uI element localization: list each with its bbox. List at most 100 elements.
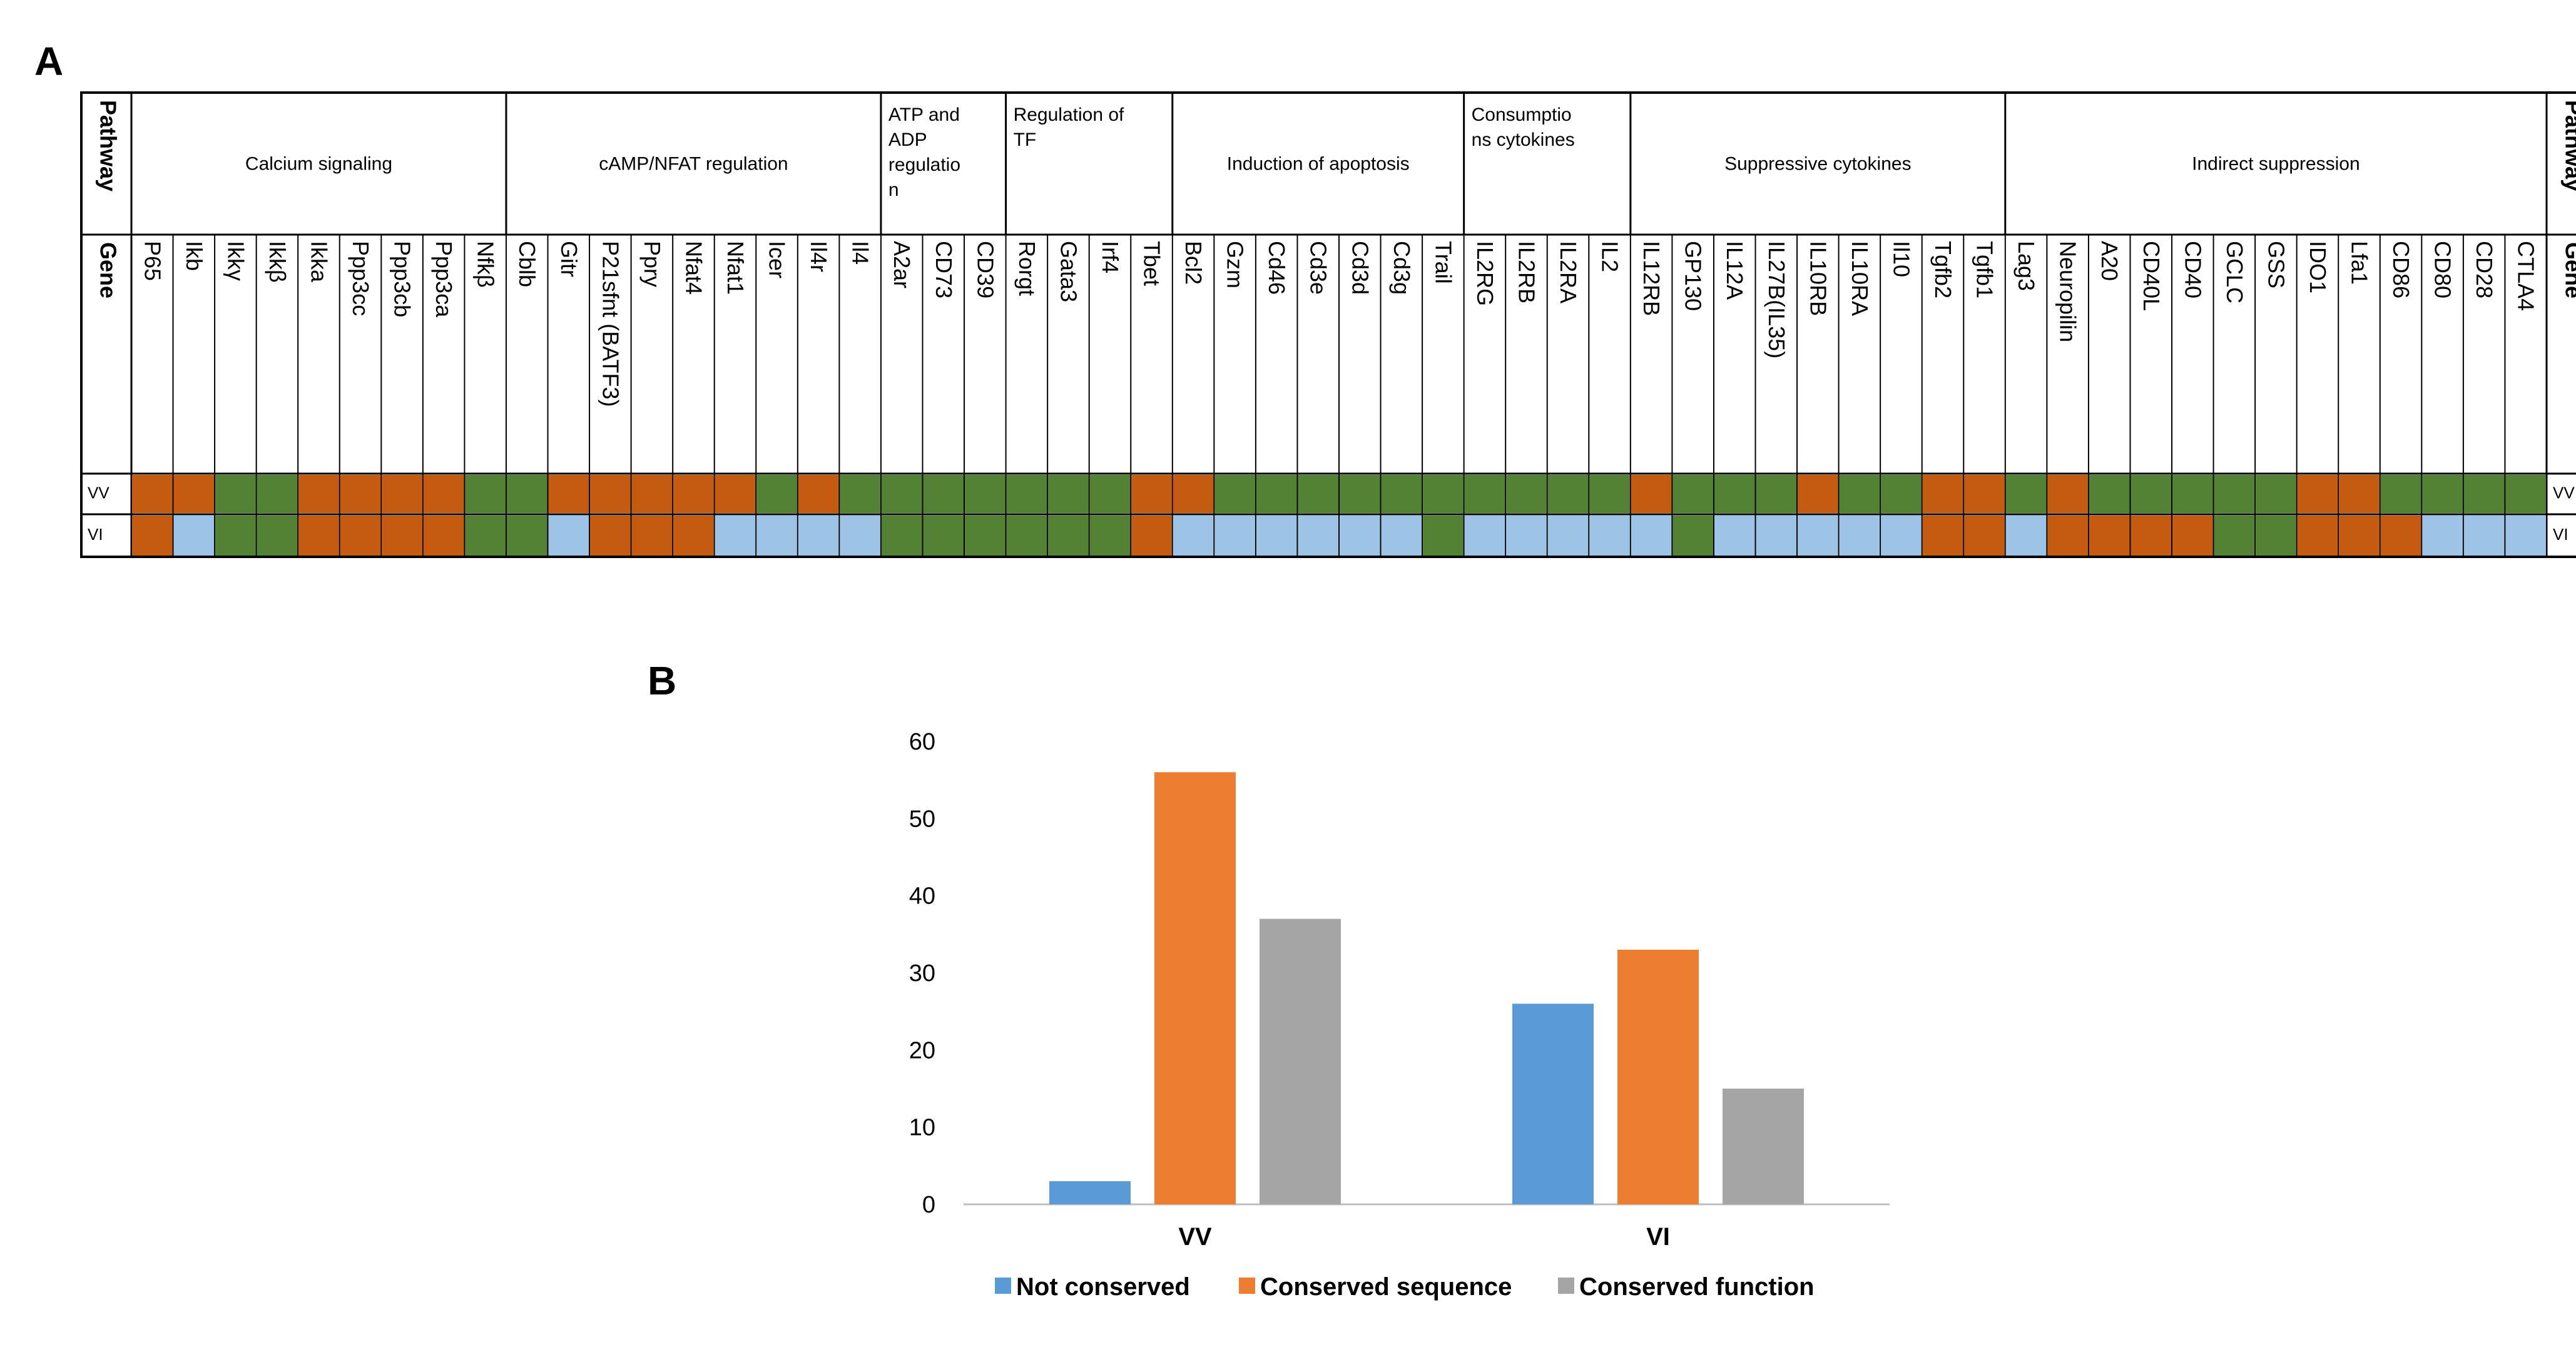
y-tick-label: 60 bbox=[909, 729, 935, 755]
vi-cell-cblb bbox=[506, 516, 547, 556]
vi-cell-cd80 bbox=[2422, 516, 2463, 556]
vi-cell-icer bbox=[756, 516, 797, 556]
pathway-label-consumptions-cytokines: ns cytokines bbox=[1472, 130, 1575, 150]
gene-label-lag3: Lag3 bbox=[2013, 241, 2039, 291]
vi-cell-lag3 bbox=[2005, 516, 2047, 556]
bar-conserved-function-vi bbox=[1723, 1089, 1804, 1204]
gene-label-ppry: Ppry bbox=[639, 241, 665, 287]
gene-label-cd73: CD73 bbox=[931, 241, 957, 298]
gene-label-il12rb: IL12RB bbox=[1639, 241, 1664, 316]
vv-cell-ppp3cb bbox=[382, 475, 422, 513]
vv-cell-cd40 bbox=[2172, 475, 2213, 513]
vv-cell-il2 bbox=[1589, 475, 1630, 513]
gene-header-left: Gene bbox=[95, 242, 121, 298]
y-tick-label: 50 bbox=[909, 806, 935, 832]
gene-label-il27b-il35: IL27B(IL35) bbox=[1764, 241, 1789, 358]
vv-cell-ikk bbox=[215, 475, 256, 513]
gene-label-cd86: CD86 bbox=[2388, 241, 2414, 298]
panel-a-label: A bbox=[34, 39, 63, 84]
vi-cell-ikk bbox=[215, 516, 256, 556]
gene-label-ikb: Ikb bbox=[181, 241, 207, 271]
row-label-vi-right: VI bbox=[2553, 525, 2568, 544]
vi-cell-ppp3cc bbox=[340, 516, 381, 556]
gene-label-neuropilin: Neuropilin bbox=[2055, 241, 2081, 342]
vi-cell-il27b-il35 bbox=[1756, 516, 1797, 556]
vi-cell-p21sfnt-batf3 bbox=[590, 516, 631, 556]
gene-label-gzm: Gzm bbox=[1223, 241, 1248, 288]
gene-label-gp130: GP130 bbox=[1681, 241, 1706, 311]
gene-label-cd46: Cd46 bbox=[1264, 241, 1290, 295]
vv-cell-a20 bbox=[2089, 475, 2130, 513]
vv-cell-il2rb bbox=[1506, 475, 1547, 513]
gene-label-gata3: Gata3 bbox=[1056, 241, 1081, 302]
vv-cell-trail bbox=[1423, 475, 1464, 513]
vi-cell-gzm bbox=[1214, 516, 1255, 556]
vi-cell-cd3e bbox=[1298, 516, 1338, 556]
gene-label-cd3d: Cd3d bbox=[1347, 241, 1373, 295]
vi-cell-ikka bbox=[298, 516, 339, 556]
gene-label-cd28: CD28 bbox=[2472, 241, 2497, 298]
vv-cell-ppp3cc bbox=[340, 475, 381, 513]
vv-cell-a2ar bbox=[881, 475, 922, 513]
vi-cell-gitr bbox=[548, 516, 589, 556]
vv-cell-ikk bbox=[257, 475, 298, 513]
vi-cell-ctla4 bbox=[2505, 516, 2546, 556]
vv-cell-ikb bbox=[173, 475, 215, 513]
vi-cell-cd3g bbox=[1381, 516, 1422, 556]
gene-label-il12a: IL12A bbox=[1722, 241, 1748, 300]
vv-cell-cd73 bbox=[923, 475, 964, 513]
gene-label-il4: Il4 bbox=[848, 241, 873, 265]
pathway-label-regulation-of-tf: TF bbox=[1014, 130, 1037, 150]
vv-cell-ctla4 bbox=[2505, 475, 2546, 513]
y-tick-label: 10 bbox=[909, 1115, 935, 1141]
vi-cell-tgfb1 bbox=[1964, 516, 2005, 556]
gene-label-gitr: Gitr bbox=[556, 241, 582, 277]
pathway-header-left: Pathway bbox=[95, 100, 121, 191]
gene-label-ppp3cb: Ppp3cb bbox=[390, 241, 415, 317]
bar-conserved-function-vv bbox=[1260, 918, 1341, 1204]
gene-label-ctla4: CTLA4 bbox=[2513, 241, 2539, 311]
vi-cell-rorgt bbox=[1006, 516, 1047, 556]
vi-cell-il10rb bbox=[1798, 516, 1838, 556]
vv-cell-tgfb1 bbox=[1964, 475, 2005, 513]
gene-label-il2ra: IL2RA bbox=[1555, 241, 1581, 303]
y-tick-label: 20 bbox=[909, 1037, 935, 1064]
gene-label-ppp3ca: Ppp3ca bbox=[431, 241, 457, 318]
vi-cell-cd40l bbox=[2131, 516, 2172, 556]
vi-cell-trail bbox=[1423, 516, 1464, 556]
vi-cell-il2ra bbox=[1547, 516, 1589, 556]
vv-cell-cd3e bbox=[1298, 475, 1338, 513]
y-tick-label: 40 bbox=[909, 883, 935, 910]
bar-conserved-sequence-vv bbox=[1154, 772, 1236, 1204]
vi-cell-ppp3cb bbox=[382, 516, 422, 556]
gene-label-icer: Icer bbox=[765, 241, 790, 278]
vi-cell-nfat4 bbox=[673, 516, 714, 556]
gene-label-il4r: Il4r bbox=[806, 241, 832, 272]
gene-label-p21sfnt-batf3: P21sfnt (BATF3) bbox=[598, 241, 623, 407]
gene-label-il10: Il10 bbox=[1888, 241, 1914, 277]
vv-cell-cd86 bbox=[2380, 475, 2421, 513]
vi-cell-a2ar bbox=[881, 516, 922, 556]
gene-label-bcl2: Bcl2 bbox=[1181, 241, 1206, 285]
pathway-label-atp-and-adp-regulation: ATP and bbox=[888, 104, 960, 125]
pathway-label-atp-and-adp-regulation: regulatio bbox=[888, 155, 960, 175]
vi-cell-tgfb2 bbox=[1922, 516, 1963, 556]
gene-label-gclc: GCLC bbox=[2222, 241, 2248, 303]
vi-cell-a20 bbox=[2089, 516, 2130, 556]
gene-label-a2ar: A2ar bbox=[889, 241, 915, 288]
vi-cell-il4r bbox=[798, 516, 839, 556]
vi-cell-tbet bbox=[1131, 516, 1172, 556]
vv-cell-p21sfnt-batf3 bbox=[590, 475, 631, 513]
vv-cell-lag3 bbox=[2005, 475, 2047, 513]
vv-cell-gss bbox=[2256, 475, 2296, 513]
panel-b-label: B bbox=[648, 658, 676, 703]
vv-cell-cd46 bbox=[1256, 475, 1297, 513]
vv-cell-lfa1 bbox=[2339, 475, 2380, 513]
legend-swatch-conserved-function bbox=[1558, 1278, 1574, 1294]
vv-cell-bcl2 bbox=[1173, 475, 1214, 513]
vv-cell-il4 bbox=[840, 475, 880, 513]
pathway-label-calcium-signaling: Calcium signaling bbox=[245, 154, 392, 175]
vv-cell-cd40l bbox=[2131, 475, 2172, 513]
gene-label-cblb: Cblb bbox=[514, 241, 540, 287]
